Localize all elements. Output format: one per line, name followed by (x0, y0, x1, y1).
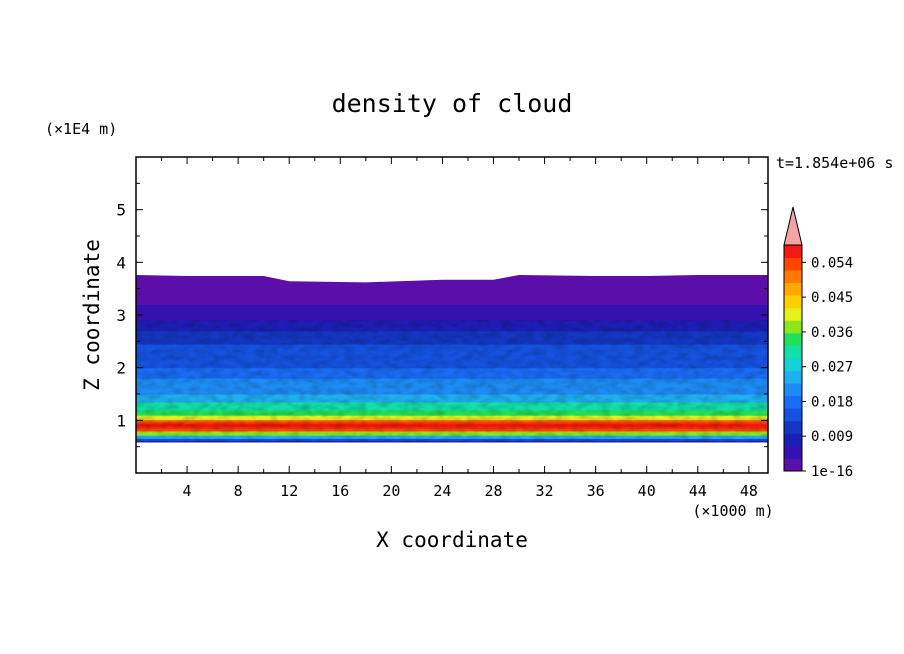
texture-overlay (136, 320, 768, 443)
y-unit-label: (×1E4 m) (45, 120, 117, 138)
colorbar-swatch (784, 358, 802, 371)
colorbar-swatch (784, 445, 802, 459)
colorbar-swatch (784, 332, 802, 346)
colorbar-swatch (784, 370, 802, 384)
colorbar-swatch (784, 408, 802, 422)
y-tick-label: 5 (116, 201, 126, 220)
colorbar-label: 1e-16 (811, 464, 853, 480)
time-label: t=1.854e+06 s (776, 154, 893, 172)
x-tick-label: 16 (331, 482, 349, 500)
colorbar-swatch (784, 420, 802, 434)
colorbar-extend-arrow (783, 206, 803, 246)
colorbar-label: 0.054 (811, 255, 853, 271)
colorbar-swatch (784, 270, 802, 284)
chart-title: density of cloud (332, 89, 573, 118)
x-tick-label: 28 (484, 482, 502, 500)
colorbar-swatch (784, 295, 802, 309)
cloud-top-mask (136, 157, 768, 283)
x-tick-label: 48 (740, 482, 758, 500)
colorbar-swatch (784, 345, 802, 359)
x-axis: 4 8 12 16 20 24 28 32 36 40 44 48 (161, 157, 758, 500)
y-tick-label: 2 (116, 359, 126, 378)
colorbar-swatch (784, 257, 802, 271)
colorbar-frame (783, 244, 803, 472)
y-tick-label: 1 (116, 411, 126, 430)
x-unit-label: (×1000 m) (692, 502, 773, 520)
colorbar-label: 0.036 (811, 325, 853, 341)
x-tick-label: 40 (638, 482, 656, 500)
colorbar-swatch (784, 383, 802, 397)
colorbar-label: 0.027 (811, 360, 853, 376)
x-tick-label: 12 (280, 482, 298, 500)
x-axis-label: X coordinate (376, 528, 528, 552)
y-tick-label: 4 (116, 253, 126, 272)
colorbar-swatch (784, 307, 802, 321)
colorbar-label: 0.018 (811, 394, 853, 410)
colorbar-label: 0.009 (811, 429, 853, 445)
y-axis: 1 2 3 4 5 (116, 182, 768, 448)
x-tick-label: 4 (183, 482, 192, 500)
colorbar: 0.054 0.045 0.036 0.027 0.018 0.009 1e-16 (783, 206, 853, 480)
x-tick-label: 36 (587, 482, 605, 500)
x-tick-label: 20 (382, 482, 400, 500)
colorbar-swatch (784, 245, 802, 258)
colorbar-swatch (784, 282, 802, 296)
density-band (136, 288, 768, 306)
colorbar-swatch (784, 458, 802, 472)
density-texture (136, 320, 768, 443)
x-tick-label: 8 (234, 482, 243, 500)
y-tick-label: 3 (116, 306, 126, 325)
density-band (136, 304, 768, 321)
colorbar-swatch (784, 395, 802, 409)
x-tick-label: 24 (433, 482, 451, 500)
cloud-base-mask (136, 442, 768, 473)
x-tick-label: 44 (689, 482, 707, 500)
colorbar-swatch (784, 320, 802, 334)
y-axis-label: Z coordinate (80, 239, 104, 391)
x-tick-label: 32 (536, 482, 554, 500)
colorbar-label: 0.045 (811, 290, 853, 306)
colorbar-swatch (784, 433, 802, 447)
